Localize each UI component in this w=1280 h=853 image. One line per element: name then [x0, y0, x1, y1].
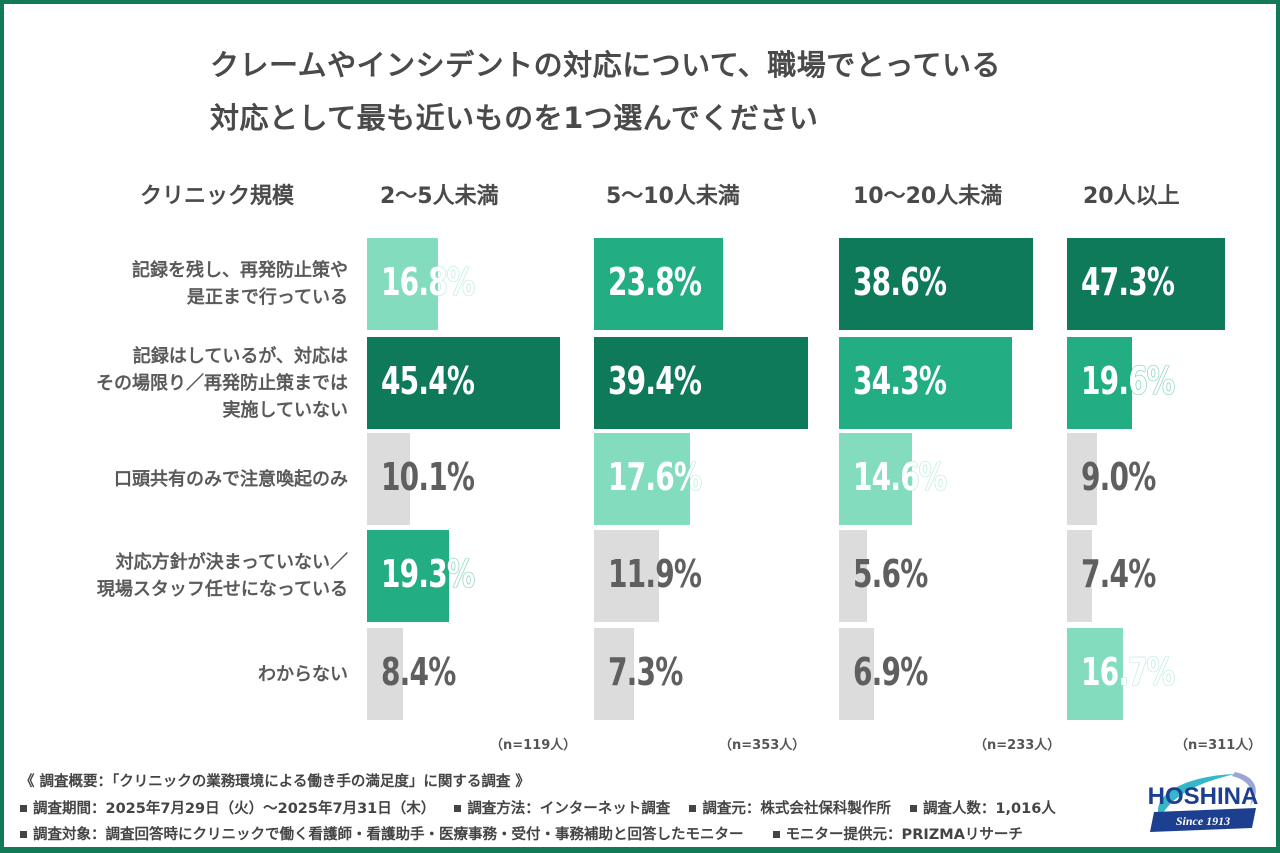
bar-value-label: 19.3%	[381, 552, 475, 596]
bar	[1067, 433, 1097, 525]
logo-wordmark: HOSHINA	[1148, 783, 1259, 810]
bar	[367, 238, 438, 330]
bar-value-label: 39.4%	[608, 359, 702, 403]
logo-swoosh-teal	[1158, 774, 1235, 818]
row-label: 記録はしているが、対応はその場限り／再発防止策までは実施していない	[96, 343, 348, 424]
bar-value-label: 5.6%	[853, 552, 928, 596]
row-label-line: 記録を残し、再発防止策や	[132, 260, 348, 281]
chart-title-line-2: 対応として最も近いものを1つ選んでください	[210, 101, 819, 135]
survey-heading: 《 調査概要：「クリニックの業務環境による働き手の満足度」に関する調査 》	[20, 774, 530, 790]
survey-line-3: 調査対象：調査回答時にクリニックで働く看護師・看護助手・医療事務・受付・事務補助…	[20, 823, 1037, 844]
bar	[1067, 628, 1123, 720]
bar-value-label: 17.6%	[608, 455, 702, 499]
bar-value-label: 34.3%	[853, 359, 947, 403]
bar	[594, 628, 634, 720]
survey-target: 調査対象：調査回答時にクリニックで働く看護師・看護助手・医療事務・受付・事務補助…	[20, 827, 744, 843]
row-label: 対応方針が決まっていない／ 現場スタッフ任せになっている	[97, 549, 348, 603]
survey-panel-provider: モニター提供元：PRIZMAリサーチ	[772, 827, 1023, 843]
bar-value-label: 38.6%	[853, 260, 947, 304]
bar-value-label: 11.9%	[608, 552, 702, 596]
bar-value-label: 9.0%	[1081, 455, 1156, 499]
n-label-1: （n=119人）	[490, 738, 577, 753]
bar-value-label: 7.3%	[608, 650, 683, 694]
chart-title-line-1: クレームやインシデントの対応について、職場でとっている	[210, 48, 1001, 82]
bar	[594, 238, 723, 330]
bar-value-label: 16.7%	[1081, 650, 1175, 694]
bar	[594, 337, 808, 429]
row-label-line: 実施していない	[222, 399, 348, 421]
row-label: わからない	[258, 661, 348, 688]
column-header-4: 20人以上	[1083, 184, 1180, 209]
n-label-3: （n=233人）	[974, 738, 1061, 753]
bar	[1067, 337, 1132, 429]
bar	[839, 628, 874, 720]
bar	[367, 433, 410, 525]
survey-count: 調査人数：1,016人	[909, 801, 1056, 817]
bar-value-label: 7.4%	[1081, 552, 1156, 596]
bar-value-label: 16.8%	[381, 260, 475, 304]
bar	[594, 433, 690, 525]
row-label-line: 記録はしているが、対応は	[132, 345, 348, 367]
logo-ribbon	[1150, 808, 1256, 832]
hoshina-logo: HOSHINA Since 1913	[1148, 772, 1259, 832]
survey-source: 調査元：株式会社保科製作所	[689, 801, 891, 817]
frame-bottom-bar	[0, 847, 1280, 853]
row-header: クリニック規模	[140, 184, 295, 209]
bar-value-label: 19.6%	[1081, 359, 1175, 403]
row-label: 口頭共有のみで注意喚起のみ	[114, 466, 348, 493]
row-label-line: わからない	[258, 663, 348, 685]
n-label-4: （n=311人）	[1175, 738, 1262, 753]
bar	[367, 628, 403, 720]
bar	[594, 530, 659, 622]
bar-value-label: 14.6%	[853, 455, 947, 499]
bar-value-label: 6.9%	[853, 650, 928, 694]
bar-value-label: 8.4%	[381, 650, 456, 694]
row-label-line: 現場スタッフ任せになっている	[96, 579, 348, 600]
bar	[1067, 238, 1225, 330]
bar	[839, 433, 912, 525]
bar	[839, 337, 1012, 429]
bar	[367, 530, 449, 622]
n-label-2: （n=353人）	[719, 738, 806, 753]
bar-value-label: 47.3%	[1081, 260, 1175, 304]
bar	[367, 337, 560, 429]
column-header-1: 2〜5人未満	[380, 184, 499, 209]
bar	[839, 530, 867, 622]
survey-method: 調査方法：インターネット調査	[454, 801, 670, 817]
row-label-line: 口頭共有のみで注意喚起のみ	[114, 468, 348, 490]
bar-value-label: 23.8%	[608, 260, 702, 304]
row-label-line: 是正まで行っている	[186, 287, 348, 308]
column-header-3: 10〜20人未満	[853, 184, 1003, 209]
bar	[1067, 530, 1092, 622]
bar	[839, 238, 1033, 330]
survey-period: 調査期間：2025年7月29日（火）〜2025年7月31日（木）	[20, 801, 435, 817]
logo-tagline: Since 1913	[1176, 814, 1230, 828]
row-label-line: その場限り／再発防止策までは	[96, 372, 348, 394]
survey-line-2: 調査期間：2025年7月29日（火）〜2025年7月31日（木） 調査方法：イン…	[20, 797, 1070, 818]
bar-value-label: 45.4%	[381, 359, 475, 403]
column-header-2: 5〜10人未満	[606, 184, 740, 209]
bar-value-label: 10.1%	[381, 455, 475, 499]
row-label-line: 対応方針が決まっていない／	[115, 552, 348, 573]
row-label: 記録を残し、再発防止策や是正まで行っている	[132, 257, 348, 311]
logo-swoosh-lavender	[1232, 772, 1256, 806]
